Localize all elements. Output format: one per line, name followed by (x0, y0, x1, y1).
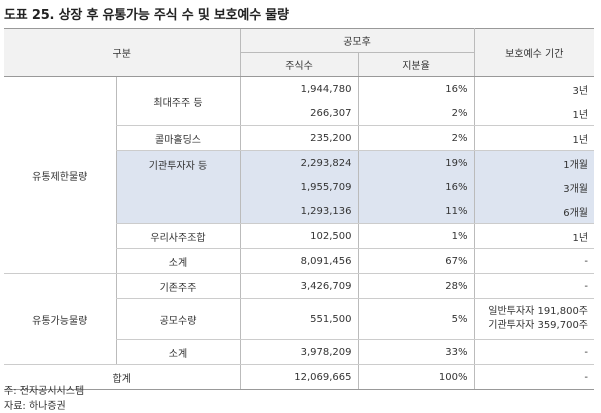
lockup-table: 구분 공모후 보호예수 기간 주식수 지분율 유통제한물량 최대주주 등 1,9… (4, 28, 595, 390)
row-shares: 3,426,709 (239, 273, 358, 299)
row-lockup: 1개월 (563, 159, 589, 171)
group-tradable: 유통가능물량 (4, 273, 116, 365)
row-lockup: 3년 (572, 85, 589, 97)
row-lockup: - (474, 273, 595, 299)
row-lockup: - (474, 248, 595, 274)
row-sub-label: 콜마홀딩스 (115, 125, 240, 151)
row-shares: 551,500 (239, 298, 358, 340)
row-sub-label: 최대주주 등 (115, 76, 240, 126)
row-stake: 19% (357, 150, 475, 175)
header-category: 구분 (4, 28, 240, 77)
row-sub-label: 우리사주조합 (115, 223, 240, 249)
row-lockup: 1년 (474, 101, 595, 126)
row-stake: 33% (357, 339, 475, 365)
source-note: 주: 전자공시시스템 (4, 386, 85, 397)
table-title: 도표 25. 상장 후 유통가능 주식 수 및 보호예수 물량 (4, 8, 289, 23)
total-lockup: - (474, 364, 595, 390)
row-shares: 1,293,136 (239, 199, 358, 224)
total-label: 합계 (4, 364, 240, 390)
header-stake: 지분율 (357, 52, 475, 77)
row-stake: 11% (357, 199, 475, 224)
row-shares: 266,307 (239, 101, 358, 126)
row-lockup: - (474, 339, 595, 365)
row-lockup: 1년 (474, 125, 595, 151)
row-lockup: 3개월 (563, 183, 589, 195)
row-stake: 67% (357, 248, 475, 274)
row-sub-label: 기존주주 (115, 273, 240, 299)
row-shares: 2,293,824 (239, 150, 358, 175)
total-stake: 100% (357, 364, 475, 390)
row-lockup: 1년 (474, 223, 595, 249)
lockup-institution: 기관투자자 359,700주 (488, 320, 589, 331)
row-shares: 8,091,456 (239, 248, 358, 274)
row-lockup: 6개월 (474, 199, 595, 224)
row-stake: 2% (357, 125, 475, 151)
row-stake: 1% (357, 223, 475, 249)
row-stake: 28% (357, 273, 475, 299)
row-stake: 16% (357, 76, 475, 101)
row-sub-label: 공모수량 (115, 298, 240, 340)
row-stake: 16% (357, 175, 475, 199)
subtotal-label: 소계 (115, 339, 240, 365)
lockup-retail: 일반투자자 191,800주 (488, 306, 589, 317)
row-shares: 1,955,709 (239, 175, 358, 199)
row-shares: 1,944,780 (239, 76, 358, 101)
subtotal-label: 소계 (115, 248, 240, 274)
data-note: 자료: 하나증권 (4, 401, 66, 412)
header-after-ipo: 공모후 (239, 28, 475, 53)
total-shares: 12,069,665 (239, 364, 358, 390)
group-restricted: 유통제한물량 (4, 76, 116, 274)
row-lockup: 일반투자자 191,800주 기관투자자 359,700주 (474, 298, 595, 340)
row-stake: 2% (357, 101, 475, 126)
row-shares: 102,500 (239, 223, 358, 249)
row-sub-label: 기관투자자 등 (115, 150, 240, 224)
row-shares: 3,978,209 (239, 339, 358, 365)
header-shares: 주식수 (239, 52, 358, 77)
row-stake: 5% (357, 298, 475, 340)
row-shares: 235,200 (239, 125, 358, 151)
header-lockup: 보호예수 기간 (474, 28, 595, 77)
